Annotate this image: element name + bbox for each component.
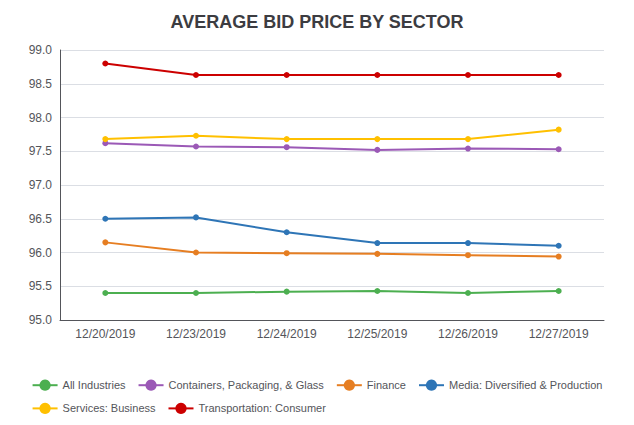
svg-text:95.5: 95.5: [29, 279, 53, 293]
svg-text:97.0: 97.0: [29, 178, 53, 192]
svg-text:99.0: 99.0: [29, 43, 53, 57]
svg-text:Media: Diversified & Productio: Media: Diversified & Production: [449, 379, 602, 391]
svg-text:All Industries: All Industries: [63, 379, 126, 391]
svg-text:96.5: 96.5: [29, 212, 53, 226]
svg-text:Finance: Finance: [367, 379, 406, 391]
svg-text:98.0: 98.0: [29, 111, 53, 125]
svg-text:AVERAGE BID PRICE BY SECTOR: AVERAGE BID PRICE BY SECTOR: [170, 12, 463, 32]
svg-text:12/24/2019: 12/24/2019: [257, 327, 317, 341]
svg-text:96.0: 96.0: [29, 246, 53, 260]
svg-text:12/23/2019: 12/23/2019: [166, 327, 226, 341]
svg-text:95.0: 95.0: [29, 313, 53, 327]
svg-text:Containers, Packaging, & Glass: Containers, Packaging, & Glass: [169, 379, 325, 391]
svg-text:12/25/2019: 12/25/2019: [347, 327, 407, 341]
svg-text:97.5: 97.5: [29, 144, 53, 158]
svg-text:12/27/2019: 12/27/2019: [529, 327, 589, 341]
svg-text:98.5: 98.5: [29, 77, 53, 91]
svg-text:Services: Business: Services: Business: [63, 402, 156, 414]
svg-text:Transportation: Consumer: Transportation: Consumer: [198, 402, 326, 414]
svg-text:12/20/2019: 12/20/2019: [75, 327, 135, 341]
svg-text:12/26/2019: 12/26/2019: [438, 327, 498, 341]
